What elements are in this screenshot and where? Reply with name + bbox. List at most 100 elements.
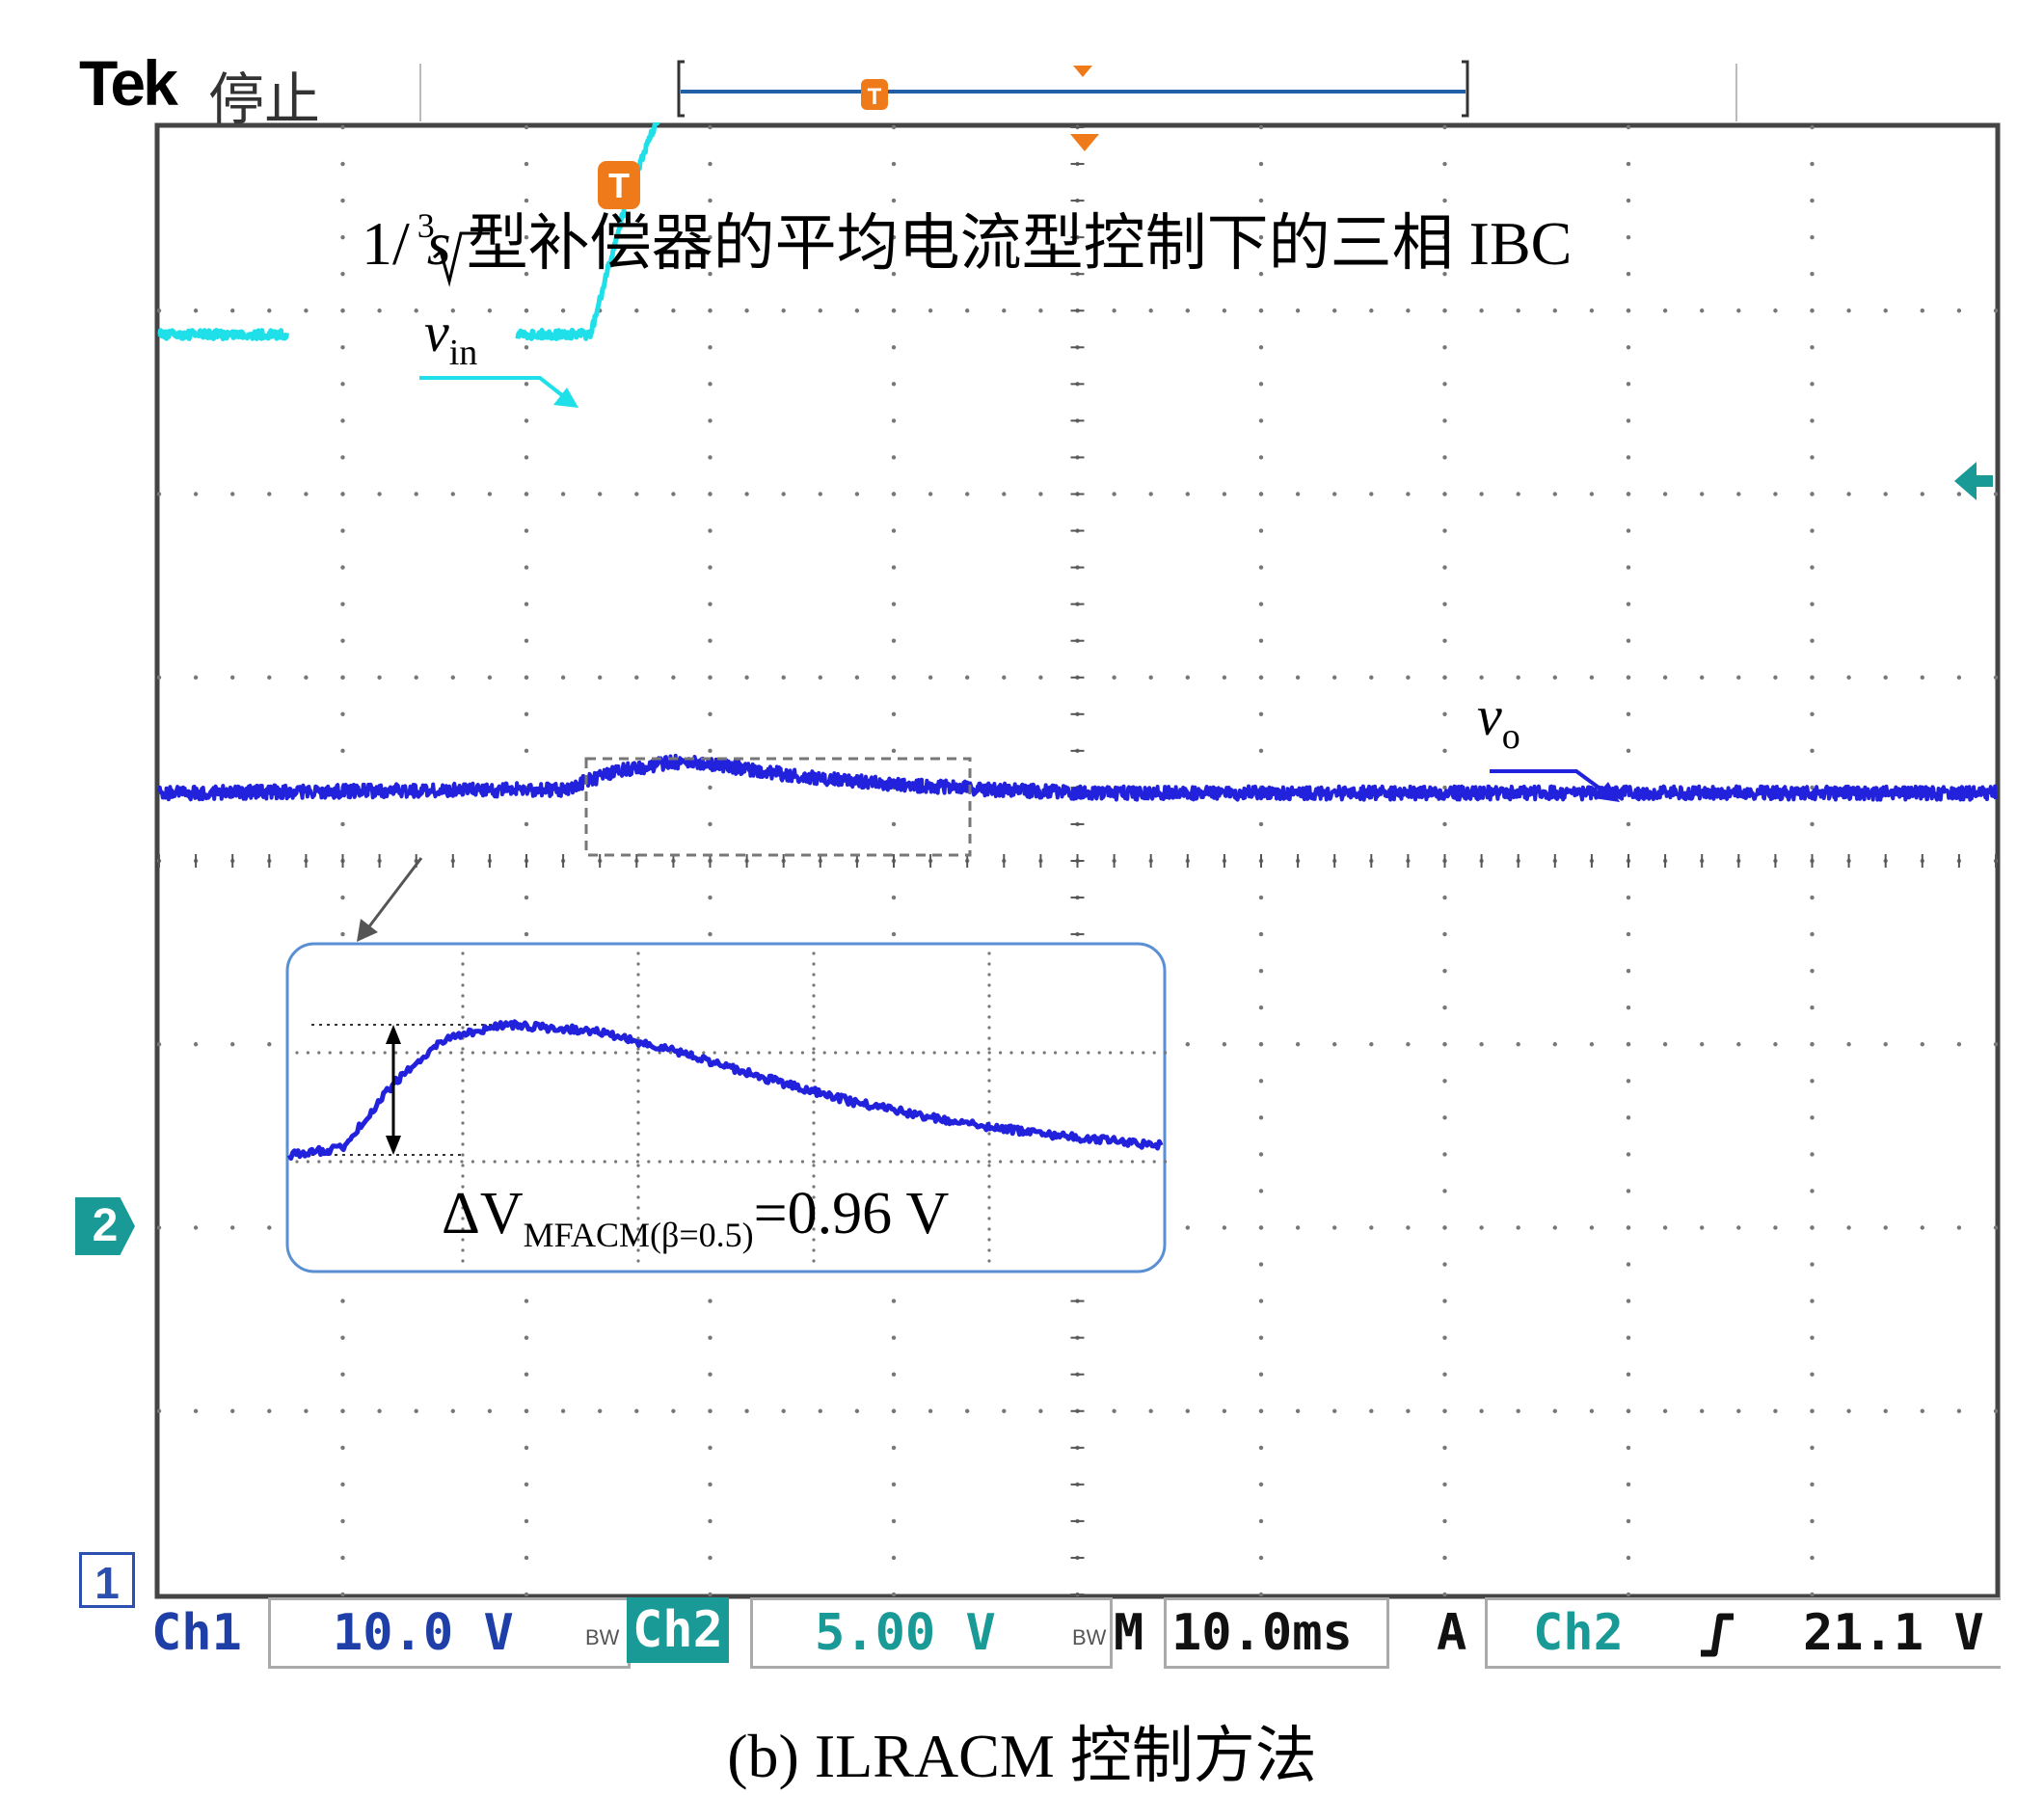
grid-dot <box>1442 1592 1447 1597</box>
grid-dot <box>156 1225 162 1230</box>
svg-text:T: T <box>608 166 630 205</box>
inset-grid-dot <box>713 1160 716 1164</box>
grid-dot <box>891 1518 897 1524</box>
grid-dot <box>1442 821 1447 827</box>
ch2-scale: 5.00 V <box>815 1604 996 1662</box>
grid-dot <box>524 821 529 827</box>
inset-grid-dot <box>461 1153 465 1157</box>
inset-grid-dot <box>999 1160 1003 1164</box>
grid-dot <box>1993 492 1999 496</box>
grid-dot <box>1883 1042 1888 1047</box>
grid-dot <box>1626 124 1631 130</box>
inset-grid-dot <box>636 1259 640 1263</box>
ch2-label[interactable]: Ch2 <box>627 1597 729 1663</box>
grid-dot <box>1442 1042 1447 1047</box>
grid-dot <box>1185 1408 1191 1413</box>
inset-grid-dot <box>1064 1051 1068 1055</box>
inset-grid-dot <box>987 1153 991 1157</box>
inset-grid-dot <box>669 1160 673 1164</box>
grid-dot <box>450 492 455 496</box>
grid-dot <box>1883 1408 1888 1413</box>
grid-dot <box>340 748 345 754</box>
inset-grid-dot <box>636 1100 640 1104</box>
inset-grid-dot <box>438 1160 442 1164</box>
inset-grid-dot <box>987 1164 991 1167</box>
inset-grid-dot <box>460 1160 464 1164</box>
inset-grid-dot <box>625 1051 629 1055</box>
grid-dot <box>1810 1592 1815 1597</box>
grid-dot <box>1222 308 1227 313</box>
inset-grid-dot <box>987 973 991 977</box>
inset-grid-dot <box>339 1051 343 1055</box>
inset-grid-dot <box>1087 1051 1090 1055</box>
inset-grid-dot <box>636 994 640 998</box>
grid-dot <box>1846 308 1851 313</box>
ch1-label[interactable]: Ch1 <box>151 1604 242 1662</box>
grid-dot <box>708 272 713 277</box>
trigger-box[interactable] <box>1485 1597 2001 1669</box>
grid-dot <box>1626 1335 1631 1340</box>
timebase-box[interactable] <box>1164 1597 1389 1669</box>
grid-dot <box>891 272 897 277</box>
inset-grid-dot <box>900 1051 903 1055</box>
vo-label: vo <box>1477 684 1520 757</box>
ch1-scale-box[interactable] <box>268 1597 631 1669</box>
brand-logo: Tek <box>79 47 178 119</box>
grid-dot <box>1626 638 1631 643</box>
grid-dot <box>1589 1042 1595 1047</box>
scope-header: Tek 停止 T <box>0 0 2044 132</box>
inset-grid-dot <box>504 1051 508 1055</box>
grid-dot <box>450 1408 455 1413</box>
grid-dot <box>1883 1225 1888 1230</box>
inset-grid-dot <box>317 1051 321 1055</box>
grid-dot <box>450 675 455 680</box>
inset-grid-dot <box>1097 1160 1101 1164</box>
grid-dot <box>1442 272 1447 277</box>
grid-dot <box>1516 1042 1520 1047</box>
inset-grid-dot <box>987 1026 991 1030</box>
grid-dot <box>1258 821 1264 827</box>
inset-grid-dot <box>812 1121 816 1125</box>
ch2-ground-marker[interactable]: 2 <box>75 1197 135 1255</box>
grid-dot <box>1810 1445 1815 1451</box>
grid-dot <box>1736 1225 1741 1230</box>
ch2-scale-box[interactable] <box>750 1597 1113 1669</box>
grid-dot <box>1883 675 1888 680</box>
grid-dot <box>1626 1115 1631 1120</box>
inset-grid-dot <box>944 1051 948 1055</box>
grid-dot <box>1258 638 1264 643</box>
grid-dot <box>1810 1555 1815 1561</box>
grid-dot <box>1442 1555 1447 1561</box>
grid-dot <box>1920 1408 1925 1413</box>
zoom-region-box <box>584 757 972 857</box>
ch1-ground-marker[interactable]: 1 <box>79 1552 135 1608</box>
inset-grid-dot <box>1032 1051 1035 1055</box>
grid-dot <box>560 492 566 496</box>
grid-dot <box>891 821 897 827</box>
grid-dot <box>708 308 713 313</box>
inset-grid-dot <box>790 1160 793 1164</box>
inset-grid-dot <box>987 1036 991 1040</box>
grid-dot <box>340 308 345 313</box>
grid-dot <box>1185 1042 1191 1047</box>
grid-dot <box>1810 748 1815 754</box>
grid-dot <box>891 345 897 350</box>
grid-dot <box>1258 675 1264 680</box>
record-view-bar[interactable]: T <box>675 58 1475 130</box>
grid-dot <box>1773 308 1778 313</box>
grid-dot <box>1662 308 1668 313</box>
grid-dot <box>1700 308 1705 313</box>
grid-dot <box>708 1555 713 1561</box>
grid-dot <box>708 565 713 570</box>
grid-dot <box>1479 675 1484 680</box>
vo-arrowhead-icon <box>1594 782 1620 802</box>
grid-dot <box>1773 1042 1778 1047</box>
grid-dot <box>1626 1225 1631 1230</box>
grid-dot <box>1552 492 1558 496</box>
inset-grid-dot <box>757 1051 761 1055</box>
grid-dot <box>1700 1225 1705 1230</box>
grid-dot <box>891 1445 897 1451</box>
inset-grid-dot <box>427 1160 431 1164</box>
grid-dot <box>1258 1299 1264 1303</box>
grid-dot <box>1112 675 1116 680</box>
